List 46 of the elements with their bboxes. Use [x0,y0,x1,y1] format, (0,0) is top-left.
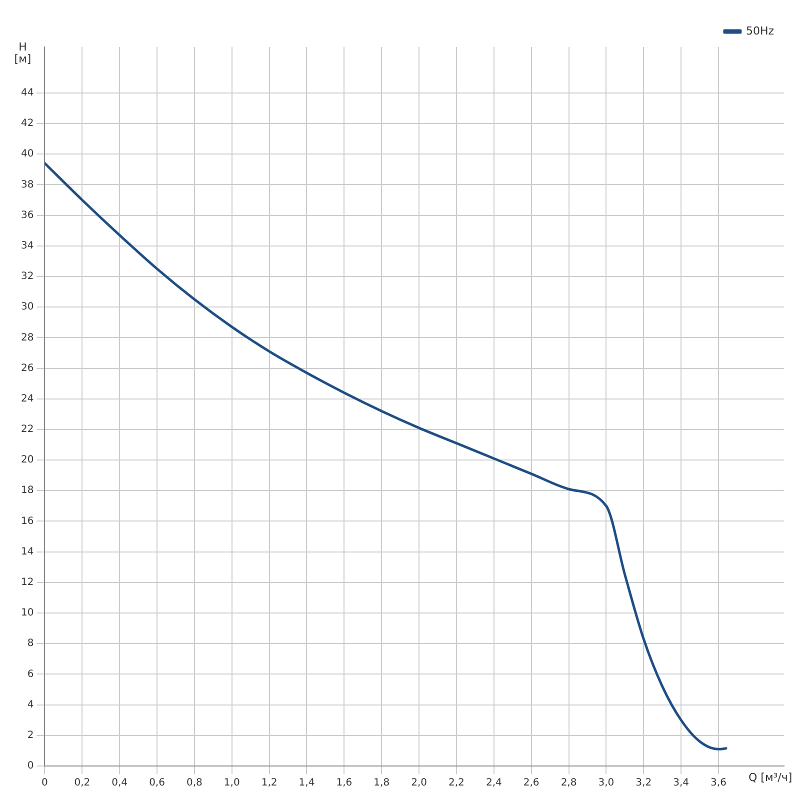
y-tick-label: 10 [20,608,34,619]
y-tick-label: 38 [20,179,34,190]
y-tick-label: 26 [20,362,34,374]
y-tick-label: 18 [20,485,34,496]
x-tick-label: 1,4 [298,778,315,789]
y-tick-label: 40 [20,148,34,160]
x-tick-label: 3,0 [598,778,614,789]
y-tick-label: 30 [20,302,34,313]
x-tick-label: 2,0 [411,778,427,789]
y-tick-label: 14 [20,546,34,558]
x-tick-label: 3,4 [673,778,690,789]
x-tick-label: 3,6 [710,778,726,789]
line-series [44,162,728,750]
legend-label: 50Hz [746,24,774,38]
y-tick-label: 34 [20,240,34,252]
x-tick-label: 0,6 [149,778,165,789]
x-tick-label: 2,6 [523,778,540,789]
y-tick-label: 0 [27,760,34,772]
x-tick-label: 1,8 [374,778,390,789]
y-tick-label: 32 [20,271,34,282]
x-tick-label: 1,0 [224,778,240,789]
y-tick-label: 20 [20,454,34,466]
x-tick-label: 0,2 [74,778,90,789]
x-tick-label: 2,4 [486,778,502,789]
y-tick-label: 8 [27,638,34,650]
x-tick-label: 2,8 [560,778,577,789]
y-tick-label: 6 [27,668,34,680]
y-axis-title: H [м] [14,40,32,66]
y-tick-label: 28 [20,332,34,344]
y-tick-label: 36 [20,210,34,221]
x-axis-title: Q [м³/ч] [748,770,792,784]
y-tick-label: 12 [20,577,34,588]
y-tick-label: 24 [20,393,34,404]
y-tick-label: 16 [20,516,34,527]
x-tick-label: 0,8 [186,778,202,789]
y-tick-label: 4 [27,699,34,710]
x-tick-label: 3,2 [636,778,652,789]
x-tick-label: 0,4 [112,778,128,789]
x-tick-label: 2,2 [448,778,464,789]
x-tick-label: 0 [42,778,48,789]
y-tick-label: 22 [20,424,34,436]
y-tick-label: 44 [20,87,34,98]
y-tick-label: 2 [27,730,34,741]
y-tick-label: 42 [20,118,34,130]
x-tick-label: 1,6 [336,778,352,789]
x-tick-label: 1,2 [261,778,278,789]
